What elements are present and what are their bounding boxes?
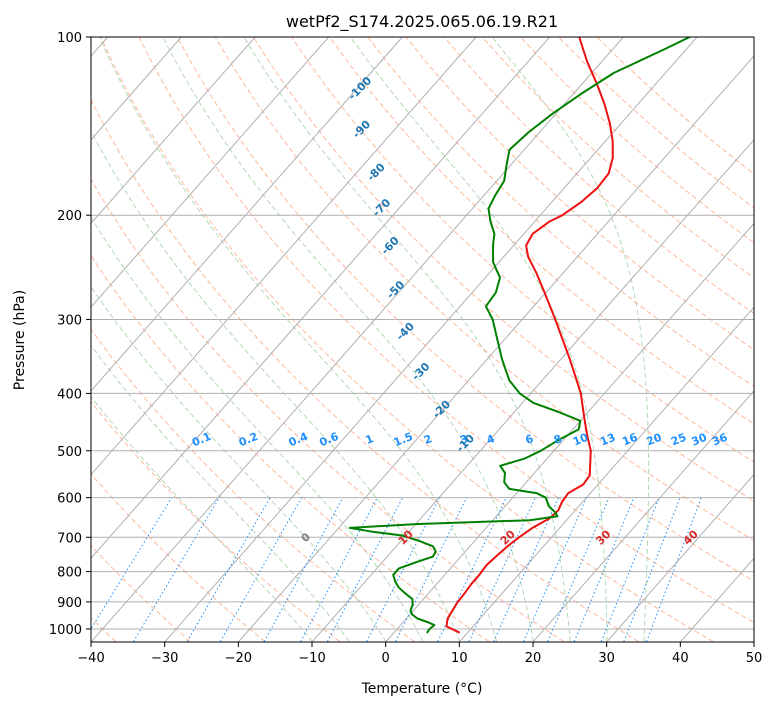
- y-tick-label: 400: [57, 387, 82, 402]
- temperature-profile-line: [445, 37, 614, 634]
- mixing-ratio-line: [646, 497, 702, 642]
- x-tick-label: 30: [598, 651, 615, 666]
- mixing-ratio-line: [395, 497, 468, 642]
- dewpoint-profile-line: [348, 37, 691, 634]
- dry-adiabat-line: [291, 37, 754, 463]
- isotherm-line: [91, 37, 182, 141]
- mixing-ratio-line: [91, 497, 173, 630]
- dry-adiabat-line: [91, 178, 564, 642]
- isotherm-line: [312, 138, 754, 642]
- moist-adiabat-line: [91, 395, 313, 642]
- dry-adiabat-line: [91, 473, 266, 642]
- dry-adiabat-line: [91, 254, 490, 642]
- y-axis-label: Pressure (hPa): [12, 290, 28, 390]
- moist-adiabat-line: [91, 285, 387, 642]
- y-tick-label: 1000: [49, 623, 82, 638]
- isotherm-line: [91, 37, 256, 225]
- y-tick-label: 800: [57, 566, 82, 581]
- y-tick-label: 500: [57, 445, 82, 460]
- mixing-ratio-label: 13: [598, 431, 617, 449]
- x-tick-label: 0: [382, 651, 390, 666]
- isotherm-line: [164, 37, 698, 642]
- x-tick-label: −20: [225, 651, 252, 666]
- moist-adiabat-line: [91, 216, 424, 642]
- mixing-ratio-line: [366, 497, 440, 642]
- isotherm-line: [91, 37, 624, 642]
- x-tick-label: −10: [298, 651, 325, 666]
- y-tick-label: 100: [57, 31, 82, 46]
- x-tick-label: 20: [525, 651, 542, 666]
- dry-adiabat-line: [443, 37, 754, 314]
- mixing-ratio-line: [327, 497, 403, 642]
- moist-adiabat-line: [98, 37, 498, 642]
- isobar-grid: [91, 37, 754, 630]
- isotherm-line: [91, 37, 551, 560]
- mixing-ratio-label: 36: [710, 431, 729, 449]
- isotherm-line: [459, 306, 754, 642]
- plot-frame: [90, 36, 755, 643]
- isotherm-line: [238, 55, 754, 642]
- isotherm-line: [606, 473, 754, 642]
- dry-adiabat-line: [405, 37, 754, 351]
- profile-lines: [348, 37, 691, 634]
- dry-adiabat-line: [329, 37, 754, 425]
- isotherm-grid: [91, 37, 754, 642]
- dry-adiabat-line: [176, 37, 754, 582]
- y-tick-label: 700: [57, 531, 82, 546]
- isotherm-line: [533, 390, 754, 642]
- moist-adiabat-line: [349, 37, 608, 642]
- dry-adiabat-lines: [91, 37, 754, 642]
- x-tick-label: 10: [451, 651, 468, 666]
- isotherm-line: [91, 37, 330, 308]
- chart-title: wetPf2_S174.2025.065.06.19.R21: [286, 12, 558, 32]
- mixing-ratio-line: [468, 497, 536, 642]
- x-tick-label: 40: [672, 651, 689, 666]
- mixing-ratio-line: [623, 497, 681, 642]
- x-tick-label: −40: [77, 651, 104, 666]
- mixing-ratio-label: 25: [669, 431, 688, 449]
- mixing-ratio-line: [300, 497, 378, 642]
- mixing-ratio-label: 1: [364, 432, 376, 447]
- mixing-ratio-label: 10: [571, 431, 590, 449]
- isotherm-line: [385, 222, 754, 642]
- mixing-ratio-line: [263, 497, 344, 642]
- x-tick-label: −30: [151, 651, 178, 666]
- mixing-ratio-label: 16: [620, 431, 639, 449]
- moist-adiabat-line: [491, 37, 650, 642]
- dry-adiabat-line: [138, 37, 754, 624]
- dry-adiabat-line: [100, 37, 714, 642]
- mixing-ratio-label: 30: [690, 431, 709, 449]
- y-tick-label: 900: [57, 596, 82, 611]
- axis-ticks: −40 −30 −20 −10 0 10 20 30 40 50 100 200 300 400 500 60…: [49, 31, 762, 666]
- moist-adiabat-line: [243, 37, 571, 642]
- isotherm-line: [91, 37, 477, 476]
- mixing-ratio-label: 20: [645, 431, 664, 449]
- y-tick-label: 200: [57, 209, 82, 224]
- mixing-ratio-label: 2: [422, 432, 434, 447]
- dry-adiabat-line: [91, 98, 639, 642]
- x-axis-label: Temperature (°C): [361, 681, 483, 697]
- dry-adiabat-line: [252, 37, 754, 502]
- mixing-ratio-label: 8: [552, 432, 564, 447]
- mixing-ratio-line: [600, 497, 660, 642]
- mixing-ratio-label: 3: [458, 432, 470, 447]
- x-tick-label: 50: [746, 651, 763, 666]
- dry-adiabat-line: [91, 401, 340, 642]
- y-tick-label: 300: [57, 313, 82, 328]
- y-tick-label: 600: [57, 492, 82, 507]
- isotherm-line: [91, 37, 403, 392]
